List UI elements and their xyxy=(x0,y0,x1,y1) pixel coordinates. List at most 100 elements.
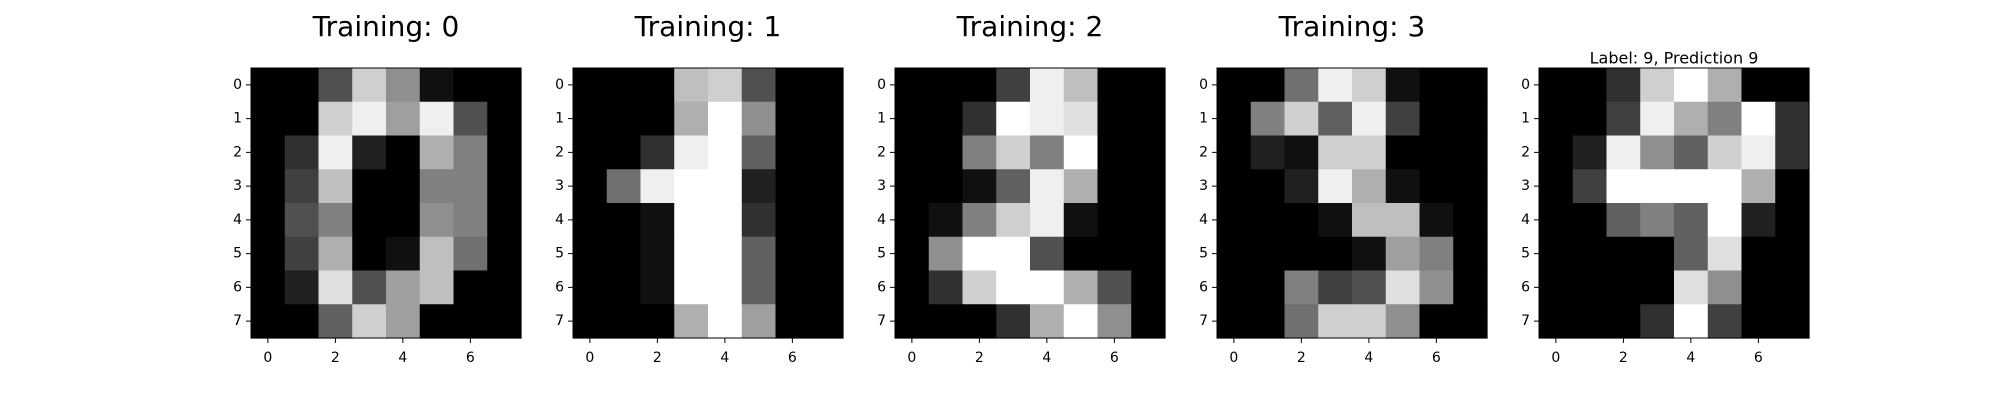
heatmap-cell xyxy=(284,236,320,272)
heatmap-cell xyxy=(809,169,844,204)
heatmap-cell xyxy=(573,270,608,305)
heatmap-cell xyxy=(1775,304,1810,339)
heatmap-cell xyxy=(1030,203,1065,238)
heatmap-cell xyxy=(809,135,844,170)
heatmap-cell xyxy=(1741,236,1776,272)
heatmap-cell xyxy=(318,68,353,103)
heatmap-cell xyxy=(1419,101,1454,137)
axes-frame xyxy=(250,67,522,339)
heatmap-cell xyxy=(1640,135,1675,170)
heatmap-cell xyxy=(1217,169,1252,204)
heatmap-cell xyxy=(741,203,777,238)
y-tick-label: 3 xyxy=(877,178,886,194)
y-tick-label: 6 xyxy=(233,279,242,295)
heatmap-cell xyxy=(640,304,675,339)
heatmap-cell xyxy=(1674,270,1709,305)
heatmap-cell xyxy=(1385,68,1421,103)
y-tick-label: 6 xyxy=(877,279,886,295)
panel-title: Label: 9, Prediction 9 xyxy=(1590,49,1759,68)
heatmap-cell xyxy=(1030,135,1065,170)
heatmap-cell xyxy=(419,135,455,170)
heatmap-cell xyxy=(1775,203,1810,238)
heatmap-cell xyxy=(1453,304,1488,339)
heatmap-cell xyxy=(1063,270,1099,305)
heatmap-cell xyxy=(453,304,488,339)
heatmap-cell xyxy=(487,236,522,272)
axes-frame xyxy=(572,67,844,339)
y-tick-label: 2 xyxy=(1199,144,1208,160)
heatmap-cell xyxy=(708,101,743,137)
heatmap-cell xyxy=(1352,101,1387,137)
y-tick-label: 7 xyxy=(877,313,886,329)
y-tick-label: 2 xyxy=(233,144,242,160)
heatmap-cell xyxy=(1775,68,1810,103)
heatmap-cell xyxy=(775,203,810,238)
heatmap-cell xyxy=(895,236,930,272)
heatmap-cell xyxy=(962,270,997,305)
x-tick-label: 4 xyxy=(720,350,729,366)
heatmap-cell xyxy=(318,101,353,137)
heatmap-cell xyxy=(895,270,930,305)
heatmap-cell xyxy=(1419,169,1454,204)
heatmap-cell xyxy=(996,270,1031,305)
heatmap-cell xyxy=(1284,270,1319,305)
heatmap-cell xyxy=(708,304,743,339)
heatmap-cell xyxy=(1063,135,1099,170)
heatmap-cell xyxy=(352,270,387,305)
heatmap-cell xyxy=(1318,236,1353,272)
y-tick-label: 4 xyxy=(1521,212,1530,228)
heatmap-cell xyxy=(487,68,522,103)
heatmap-cell xyxy=(284,68,320,103)
heatmap-cell xyxy=(1063,304,1099,339)
x-tick-label: 0 xyxy=(1229,350,1238,366)
y-tick-label: 5 xyxy=(1199,246,1208,262)
heatmap-cell xyxy=(1539,203,1574,238)
heatmap-cell xyxy=(1707,270,1743,305)
heatmap-cell xyxy=(1539,101,1574,137)
heatmap-cell xyxy=(674,304,709,339)
heatmap-cell xyxy=(1775,135,1810,170)
heatmap-cell xyxy=(741,135,777,170)
heatmap-cell xyxy=(775,169,810,204)
heatmap-cell xyxy=(1284,169,1319,204)
heatmap-cell xyxy=(352,203,387,238)
heatmap-cell xyxy=(1385,270,1421,305)
y-tick-label: 4 xyxy=(555,212,564,228)
heatmap-cell xyxy=(1606,68,1641,103)
y-tick-label: 0 xyxy=(555,77,564,93)
heatmap-cell xyxy=(1030,304,1065,339)
heatmap-cell xyxy=(352,68,387,103)
heatmap-cell xyxy=(1131,270,1166,305)
heatmap-cell xyxy=(318,169,353,204)
x-tick-label: 6 xyxy=(1432,350,1441,366)
x-tick-label: 0 xyxy=(1551,350,1560,366)
heatmap-cell xyxy=(1707,101,1743,137)
heatmap-cell xyxy=(1606,270,1641,305)
heatmap-cell xyxy=(386,270,421,305)
heatmap-cell xyxy=(1250,236,1286,272)
heatmap-cell xyxy=(1250,68,1286,103)
heatmap-cell xyxy=(708,135,743,170)
heatmap-cell xyxy=(1453,169,1488,204)
heatmap-cell xyxy=(1640,270,1675,305)
heatmap-cell xyxy=(1419,304,1454,339)
heatmap-cell xyxy=(1453,203,1488,238)
heatmap-cell xyxy=(318,270,353,305)
heatmap-cell xyxy=(352,169,387,204)
heatmap-cell xyxy=(962,236,997,272)
heatmap-cell xyxy=(708,68,743,103)
panel-title: Training: 0 xyxy=(312,10,460,43)
heatmap-cell xyxy=(1385,304,1421,339)
heatmap-cell xyxy=(1453,101,1488,137)
heatmap-cell xyxy=(895,68,930,103)
heatmap-cell xyxy=(318,203,353,238)
x-tick-label: 2 xyxy=(975,350,984,366)
x-tick-label: 2 xyxy=(331,350,340,366)
heatmap-cell xyxy=(1063,101,1099,137)
heatmap-cell xyxy=(251,203,286,238)
digit-panel-0: Training: 0 0 1 2 3 4 5 6 7 0 2 4 6 xyxy=(233,10,522,366)
heatmap-cell xyxy=(928,101,964,137)
heatmap-cell xyxy=(996,236,1031,272)
heatmap-cell xyxy=(1741,101,1776,137)
panel-title: Training: 1 xyxy=(634,10,782,43)
